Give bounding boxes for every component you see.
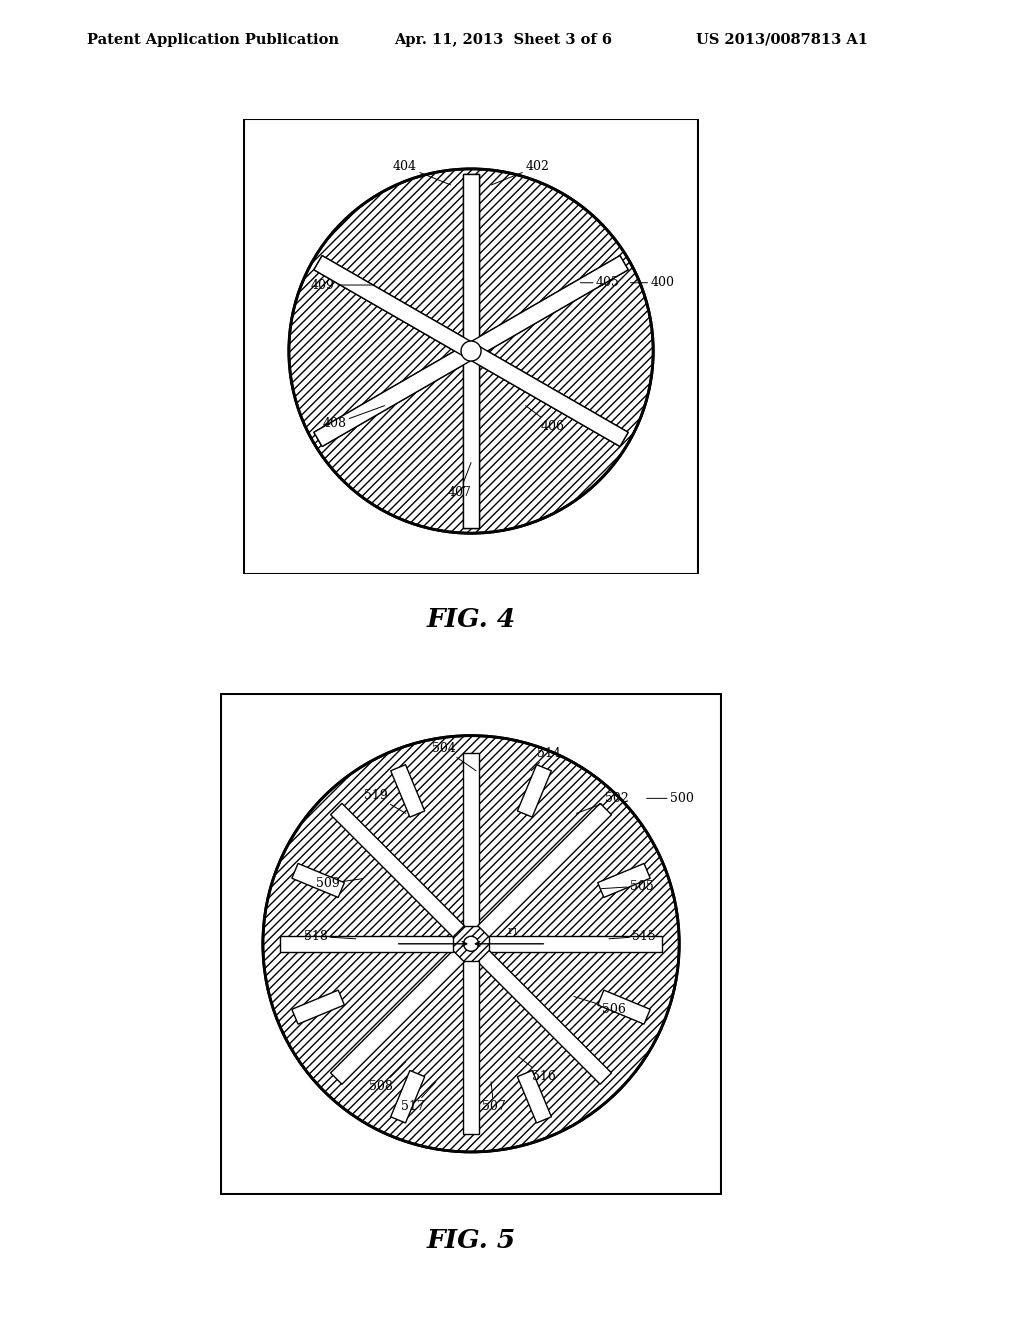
Text: 406: 406 (525, 405, 565, 433)
Text: US 2013/0087813 A1: US 2013/0087813 A1 (696, 33, 868, 48)
Polygon shape (478, 950, 611, 1084)
Polygon shape (463, 754, 479, 927)
Text: 516: 516 (519, 1056, 556, 1084)
Polygon shape (598, 990, 650, 1024)
Polygon shape (331, 804, 464, 937)
Polygon shape (281, 936, 454, 952)
Text: r$_1$: r$_1$ (507, 927, 518, 937)
Polygon shape (391, 764, 425, 817)
Text: 500: 500 (646, 792, 693, 805)
Circle shape (461, 341, 481, 362)
Polygon shape (463, 174, 479, 528)
Text: 400: 400 (631, 276, 675, 289)
Text: 509: 509 (316, 876, 364, 890)
Text: 502: 502 (577, 792, 629, 813)
Polygon shape (463, 174, 479, 528)
Text: Apr. 11, 2013  Sheet 3 of 6: Apr. 11, 2013 Sheet 3 of 6 (394, 33, 612, 48)
Polygon shape (314, 256, 628, 446)
Polygon shape (314, 256, 628, 446)
Circle shape (263, 735, 679, 1152)
Circle shape (464, 936, 478, 952)
Text: 518: 518 (303, 929, 355, 942)
Text: 519: 519 (364, 789, 406, 813)
Text: 517: 517 (401, 1082, 436, 1113)
Polygon shape (331, 950, 464, 1084)
Text: 515: 515 (609, 929, 656, 942)
Polygon shape (463, 961, 479, 1134)
Text: FIG. 5: FIG. 5 (426, 1228, 516, 1253)
Polygon shape (314, 256, 628, 446)
Text: 504: 504 (431, 742, 476, 771)
Polygon shape (517, 764, 551, 817)
Circle shape (289, 169, 653, 533)
Text: 507: 507 (481, 1082, 506, 1113)
Text: 402: 402 (492, 160, 549, 185)
Text: 407: 407 (447, 462, 472, 499)
Polygon shape (292, 990, 344, 1024)
Text: 506: 506 (573, 997, 626, 1015)
Text: 404: 404 (393, 160, 451, 185)
Polygon shape (292, 863, 344, 898)
Text: 409: 409 (311, 279, 373, 292)
Text: Patent Application Publication: Patent Application Publication (87, 33, 339, 48)
Polygon shape (517, 1071, 551, 1123)
Polygon shape (391, 1071, 425, 1123)
Text: 514: 514 (531, 747, 561, 771)
Polygon shape (488, 936, 662, 952)
Polygon shape (598, 863, 650, 898)
Text: 508: 508 (369, 1061, 406, 1093)
Text: 408: 408 (323, 405, 385, 430)
Polygon shape (314, 256, 628, 446)
Text: 405: 405 (581, 276, 620, 289)
Text: FIG. 4: FIG. 4 (426, 607, 516, 632)
Polygon shape (478, 804, 611, 937)
Text: 505: 505 (601, 879, 653, 892)
